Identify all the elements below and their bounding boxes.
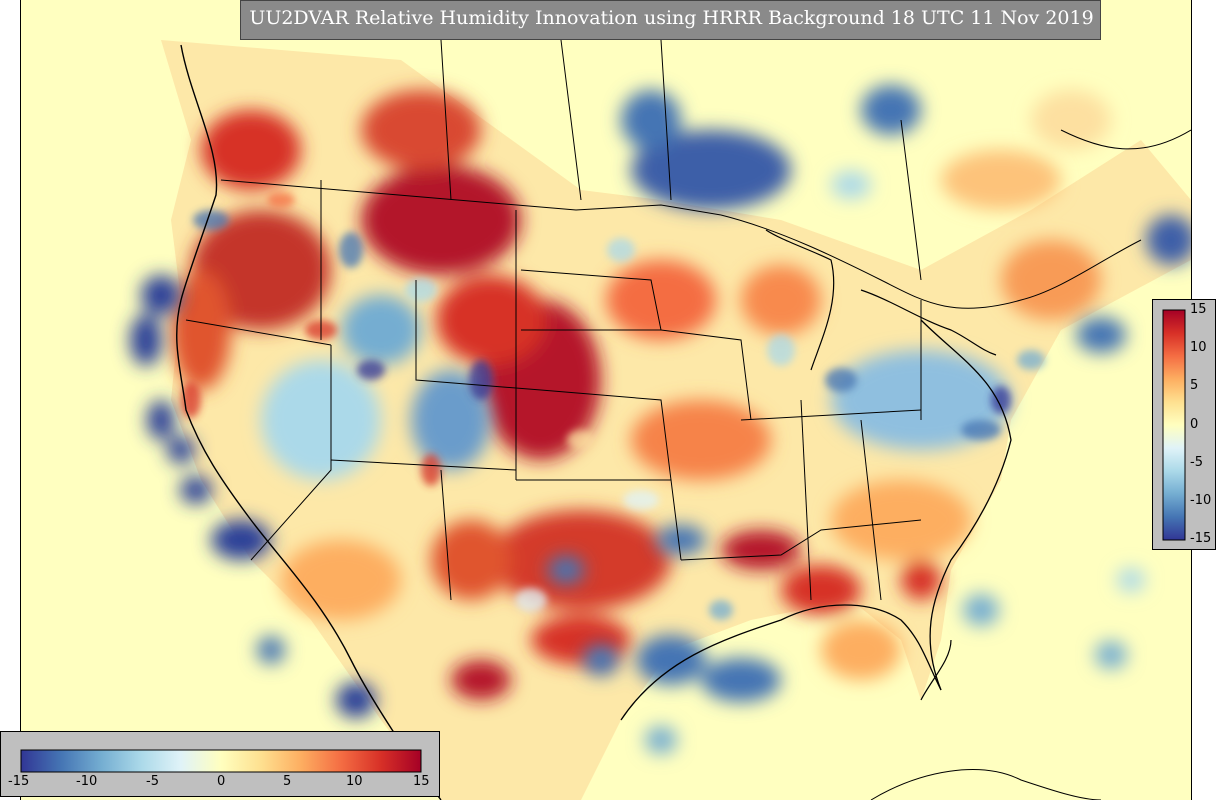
h-tick-label: -10 [76,774,98,789]
manitoba-line [660,39,672,201]
v-tick-label: -5 [1190,455,1203,470]
v-tick-label: -10 [1190,493,1212,508]
great-lakes-border [720,214,1142,309]
vertical-colorbar-graphic [1162,309,1186,541]
v-tick-label: 0 [1190,417,1199,432]
ms-al-line [800,399,812,601]
gulf-coastline [620,604,942,721]
west-coastline [176,44,442,800]
horizontal-colorbar-graphic [20,749,422,773]
v-tick-label: -15 [1190,531,1212,546]
v-tick-label: 10 [1190,340,1207,355]
canada-border [220,179,722,216]
h-tick-label: -5 [146,774,159,789]
vertical-colorbar-swatch [1162,309,1186,541]
az-nm-line [440,469,452,601]
h-tick-label: 15 [413,774,430,789]
fine-scale-texture [181,192,1045,620]
h-tick-label: 5 [283,774,292,789]
cuba-coast [870,769,1102,800]
h-tick-label: 0 [217,774,226,789]
or-ca-line [185,319,332,346]
ks-line [540,389,672,481]
map-title: UU2DVAR Relative Humidity Innovation usi… [249,7,1094,29]
v-tick-label: 15 [1190,302,1207,317]
ontario-quebec-line [900,119,922,281]
wy-co-line [415,280,542,391]
canada-east-coast [1060,129,1191,150]
title-banner: UU2DVAR Relative Humidity Innovation usi… [240,0,1101,40]
canada-province-line-2 [440,39,452,201]
ia-line [660,329,752,421]
canada-province-line [560,39,582,201]
map-panel[interactable] [20,0,1192,800]
lake-erie [860,289,997,356]
east-coastline [920,319,1012,691]
ut-az-line [330,459,517,471]
horizontal-colorbar: -15 -10 -5 0 5 10 15 [0,731,440,797]
south-line [680,519,922,561]
ga-line [860,419,882,601]
florida-coast [920,639,952,701]
political-boundaries [176,39,1191,800]
lake-michigan [765,229,835,371]
ok-line [516,479,682,561]
dakotas-line [520,269,662,331]
positive-innovation-patches [171,90,1101,700]
h-tick-label: -15 [8,774,30,789]
nv-az-line [250,345,332,561]
humidity-innovation-map [21,0,1191,800]
v-tick-label: 5 [1190,378,1199,393]
horizontal-colorbar-swatch [20,749,422,773]
vertical-colorbar: 15 10 5 0 -5 -10 -15 [1152,299,1216,550]
h-tick-label: 10 [346,774,363,789]
midwest-line [740,409,922,421]
